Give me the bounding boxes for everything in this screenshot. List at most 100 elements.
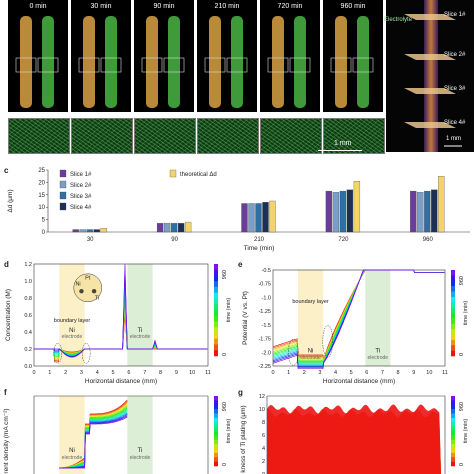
x-tick-label: 30 bbox=[87, 237, 94, 243]
x-tick-label: 9 bbox=[175, 370, 178, 376]
zoom-inset bbox=[71, 118, 133, 154]
x-axis-title: Time (min) bbox=[244, 245, 275, 252]
ti-rod bbox=[357, 16, 369, 108]
zoom-inset bbox=[197, 118, 259, 154]
y-tick-label: 25 bbox=[38, 168, 45, 174]
colorbar-segment bbox=[214, 327, 218, 334]
colorbar-segment bbox=[451, 334, 455, 341]
potential-chart: 0 1 2 3 4 5 6 7 8 9 10 11 -0.5 -0.75 -1.0 -1.25 -1.5 -1.7… bbox=[242, 268, 469, 385]
x-tick-label: 5 bbox=[350, 370, 353, 376]
panel-f-letter: f bbox=[4, 388, 7, 397]
scan-tile: 210 min bbox=[197, 0, 257, 112]
colorbar-segment bbox=[214, 435, 218, 441]
ni-sub-label: electrode bbox=[62, 455, 83, 461]
legend-swatch bbox=[59, 169, 67, 178]
y-tick-label: 0.4 bbox=[24, 330, 32, 336]
zoom-inset bbox=[8, 118, 70, 154]
x-tick-label: 6 bbox=[365, 370, 368, 376]
colorbar-min-label: 0 bbox=[222, 353, 228, 356]
legend-label: Slice 4# bbox=[70, 205, 92, 211]
colorbar-segment bbox=[214, 269, 218, 276]
zoom-inset bbox=[323, 118, 385, 154]
colorbar-segment bbox=[214, 439, 218, 445]
ti-region bbox=[365, 270, 391, 366]
colorbar-segment bbox=[451, 345, 455, 351]
electrolyte-slice bbox=[404, 88, 456, 94]
colorbar-segment bbox=[214, 426, 218, 432]
panel-d-letter: d bbox=[4, 260, 9, 269]
y-tick-label: 0.8 bbox=[24, 296, 32, 302]
zoom-box bbox=[330, 57, 352, 73]
ti-label: Ti bbox=[138, 328, 143, 334]
y-axis-title: Potential (V vs. Pt) bbox=[242, 291, 249, 345]
colorbar-segment bbox=[214, 333, 218, 340]
ti-sub-label: electrode bbox=[367, 355, 388, 361]
tile-rods bbox=[141, 16, 185, 108]
electrolyte-slice bbox=[404, 122, 456, 128]
slice-label-4: Slice 4# bbox=[444, 120, 466, 126]
x-tick-label: 4 bbox=[334, 370, 337, 376]
inset-scale-bar-label: 1 mm bbox=[334, 140, 352, 147]
colorbar-segment bbox=[451, 439, 455, 445]
boundary-layer-label: boundary layer bbox=[292, 299, 329, 305]
x-tick-label: 2 bbox=[303, 370, 306, 376]
bar bbox=[156, 223, 164, 233]
colorbar-segment bbox=[214, 457, 218, 462]
tile-rods bbox=[78, 16, 122, 108]
electrolyte-slice bbox=[404, 14, 456, 20]
colorbar-segment bbox=[214, 275, 218, 282]
colorbar-segment bbox=[451, 413, 455, 419]
zoom-box bbox=[163, 57, 185, 73]
colorbar-segment bbox=[214, 281, 218, 288]
colorbar-segment bbox=[214, 292, 218, 299]
colorbar-max-label: 960 bbox=[222, 402, 228, 411]
zoom-box bbox=[267, 57, 289, 73]
boundary-ellipse bbox=[322, 325, 333, 358]
plot-frame bbox=[272, 269, 446, 367]
colorbar-segment bbox=[451, 444, 455, 449]
colorbar-segment bbox=[451, 409, 455, 414]
legend-swatch bbox=[59, 202, 67, 211]
x-tick-label: 7 bbox=[381, 370, 384, 376]
bar bbox=[86, 229, 93, 233]
colorbar-segment bbox=[451, 318, 455, 325]
colorbar-segment bbox=[214, 304, 218, 311]
legend-label: Slice 2# bbox=[70, 183, 92, 189]
y-tick-label: 15 bbox=[38, 193, 45, 199]
colorbar-segment bbox=[214, 298, 218, 305]
colorbar-segment bbox=[451, 329, 455, 335]
rod-svg bbox=[404, 0, 462, 152]
x-tick-label: 210 bbox=[254, 237, 265, 243]
colorbar-segment bbox=[451, 426, 455, 432]
ni-label: Ni bbox=[308, 348, 314, 354]
colorbar-segment bbox=[214, 350, 218, 357]
ni-sub-label: electrode bbox=[62, 334, 83, 340]
tile-rods bbox=[330, 16, 374, 108]
ni-sub-label: electrode bbox=[300, 355, 321, 361]
ti-label: Ti bbox=[138, 448, 143, 454]
tile-time-label: 0 min bbox=[29, 3, 47, 10]
rod-slice-view: Electrolyte 1 mm Slice 1# Slice 2# Slice… bbox=[384, 0, 474, 152]
x-tick-label: 11 bbox=[205, 370, 211, 376]
zoom-box bbox=[289, 57, 311, 73]
bar bbox=[248, 203, 255, 233]
x-tick-label: 6 bbox=[127, 370, 130, 376]
colorbar-segment bbox=[214, 417, 218, 423]
y-tick-label: -2.0 bbox=[262, 350, 271, 356]
y-tick-label: 6 bbox=[262, 433, 265, 439]
ni-dot bbox=[79, 289, 84, 294]
x-tick-label: 9 bbox=[412, 370, 415, 376]
x-axis-title: Horizontal distance (mm) bbox=[323, 378, 395, 385]
colorbar-segment bbox=[451, 448, 455, 454]
y-tick-label: -1.5 bbox=[262, 323, 271, 329]
bar bbox=[269, 200, 276, 233]
time-curve bbox=[272, 269, 445, 370]
inset-pt-label: Pt bbox=[85, 275, 91, 281]
y-tick-label: 10 bbox=[259, 407, 265, 413]
colorbar-segment bbox=[451, 400, 455, 406]
y-tick-label: 0.6 bbox=[24, 313, 32, 319]
boundary-ellipse bbox=[288, 339, 299, 366]
panel-g-letter: g bbox=[238, 388, 243, 397]
x-tick-label: 7 bbox=[143, 370, 146, 376]
